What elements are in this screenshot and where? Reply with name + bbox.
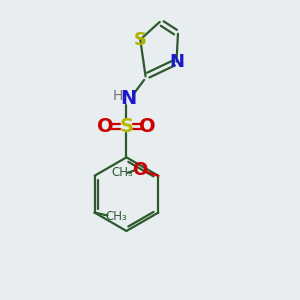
Text: O: O — [132, 161, 148, 179]
Text: S: S — [119, 117, 134, 136]
Text: CH₃: CH₃ — [105, 211, 127, 224]
Text: N: N — [169, 53, 184, 71]
Text: O: O — [97, 117, 114, 136]
Text: CH₃: CH₃ — [111, 166, 133, 179]
Text: O: O — [139, 117, 156, 136]
Text: S: S — [134, 31, 147, 49]
Text: H: H — [113, 89, 123, 103]
Text: N: N — [121, 89, 137, 108]
